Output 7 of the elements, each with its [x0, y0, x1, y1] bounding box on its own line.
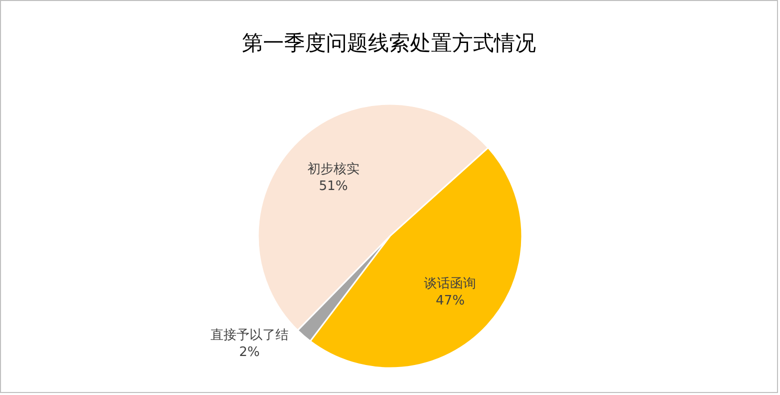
data-label: 47% — [436, 293, 465, 308]
slice-label: 直接予以了结 — [210, 328, 288, 343]
data-label: 51% — [318, 178, 348, 194]
slice-label: 谈话函询 — [424, 276, 476, 292]
slice-label: 初步核实 — [307, 162, 360, 177]
chart-title: 第一季度问题线索处置方式情况 — [242, 31, 536, 55]
data-label: 2% — [239, 344, 260, 360]
